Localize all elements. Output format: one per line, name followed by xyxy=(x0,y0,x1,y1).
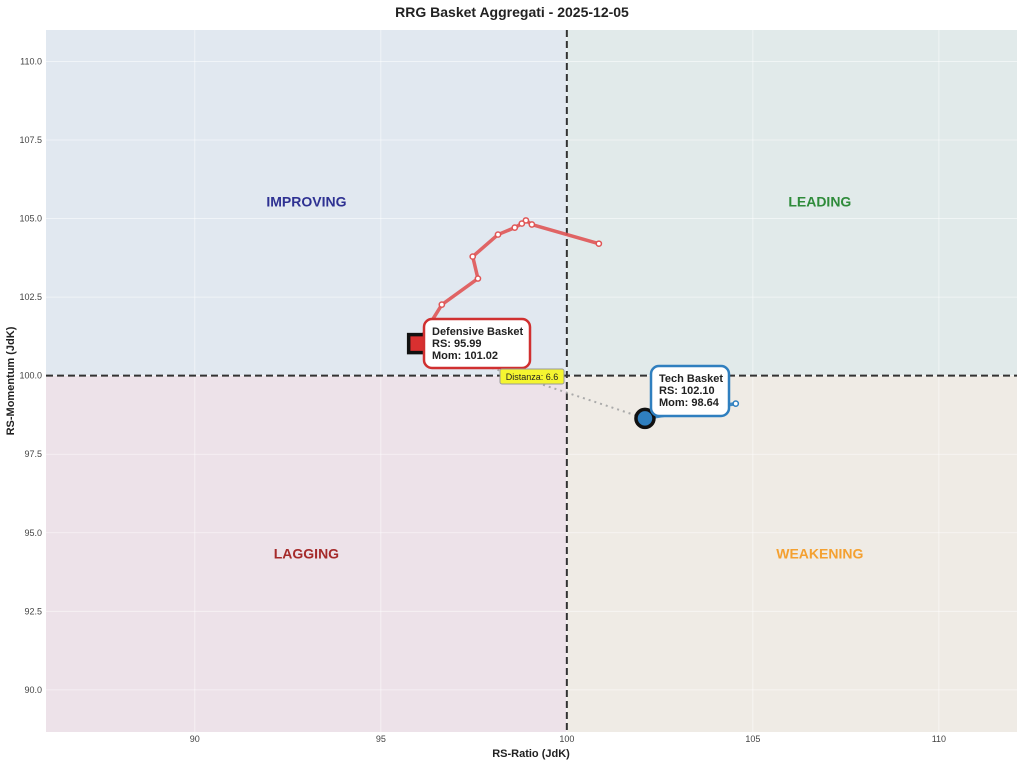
distance-line xyxy=(417,342,646,420)
trail-point xyxy=(438,301,446,308)
y-tick-label: 102.5 xyxy=(19,292,42,302)
x-tick-label: 100 xyxy=(559,734,574,744)
y-tick-label: 110.0 xyxy=(20,56,42,66)
quadrant-leading xyxy=(566,30,1017,376)
y-axis-label: RS-Momentum (JdK) xyxy=(5,326,17,435)
quadrant-label-leading: LEADING xyxy=(788,194,851,210)
quadrant-label-improving: IMPROVING xyxy=(266,194,346,210)
trail-point xyxy=(732,400,740,407)
annotation-line: RS: 95.99 xyxy=(432,338,482,350)
trail-point xyxy=(469,253,477,260)
annotation-box xyxy=(422,317,532,370)
distance-label-text: Distanza: 6.6 xyxy=(506,372,559,382)
quadrant-weakening xyxy=(566,375,1017,732)
y-tick-label: 97.5 xyxy=(24,449,42,459)
x-tick-label: 90 xyxy=(190,734,200,744)
trail-defensive-basket xyxy=(416,218,600,345)
quadrant-label-lagging: LAGGING xyxy=(274,545,339,561)
quadrant-lagging xyxy=(46,375,567,732)
trail-point xyxy=(494,231,502,238)
annotation-line: Mom: 101.02 xyxy=(432,350,498,362)
chart-title: RRG Basket Aggregati - 2025-12-05 xyxy=(395,4,629,20)
x-tick-label: 110 xyxy=(932,734,946,744)
trail-point xyxy=(528,221,536,228)
distance-label-box xyxy=(499,368,565,385)
distance-dotted-line xyxy=(417,342,646,420)
distance-label: Distanza: 6.6 xyxy=(499,368,565,385)
x-tick-label: 105 xyxy=(745,734,760,744)
quadrant-labels: IMPROVING LEADING LAGGING WEAKENING xyxy=(266,194,863,562)
y-tick-label: 107.5 xyxy=(19,135,42,145)
annotation-box xyxy=(649,364,731,418)
axis-ticks: 90 95 100 105 110 90.0 92.5 95.0 97.5 100.0 102.5 1… xyxy=(19,56,946,744)
x-tick-label: 95 xyxy=(376,734,386,744)
x-axis-label: RS-Ratio (JdK) xyxy=(492,748,570,760)
y-tick-label: 95.0 xyxy=(24,528,42,538)
quadrant-label-weakening: WEAKENING xyxy=(776,545,863,561)
annotation-line: Mom: 98.64 xyxy=(659,397,720,409)
trail-point xyxy=(595,240,603,248)
y-tick-label: 90.0 xyxy=(24,685,42,695)
y-tick-label: 100.0 xyxy=(19,371,42,381)
annotation-line: Defensive Basket xyxy=(432,326,523,338)
y-tick-label: 92.5 xyxy=(24,606,42,616)
annotation-line: Tech Basket xyxy=(659,373,723,385)
annotation-line: RS: 102.10 xyxy=(659,385,715,397)
y-tick-label: 105.0 xyxy=(19,214,42,224)
trail-point xyxy=(511,224,519,232)
tech-basket-circle-marker xyxy=(634,407,656,430)
trail-point xyxy=(518,220,526,227)
trail-point xyxy=(474,275,482,282)
